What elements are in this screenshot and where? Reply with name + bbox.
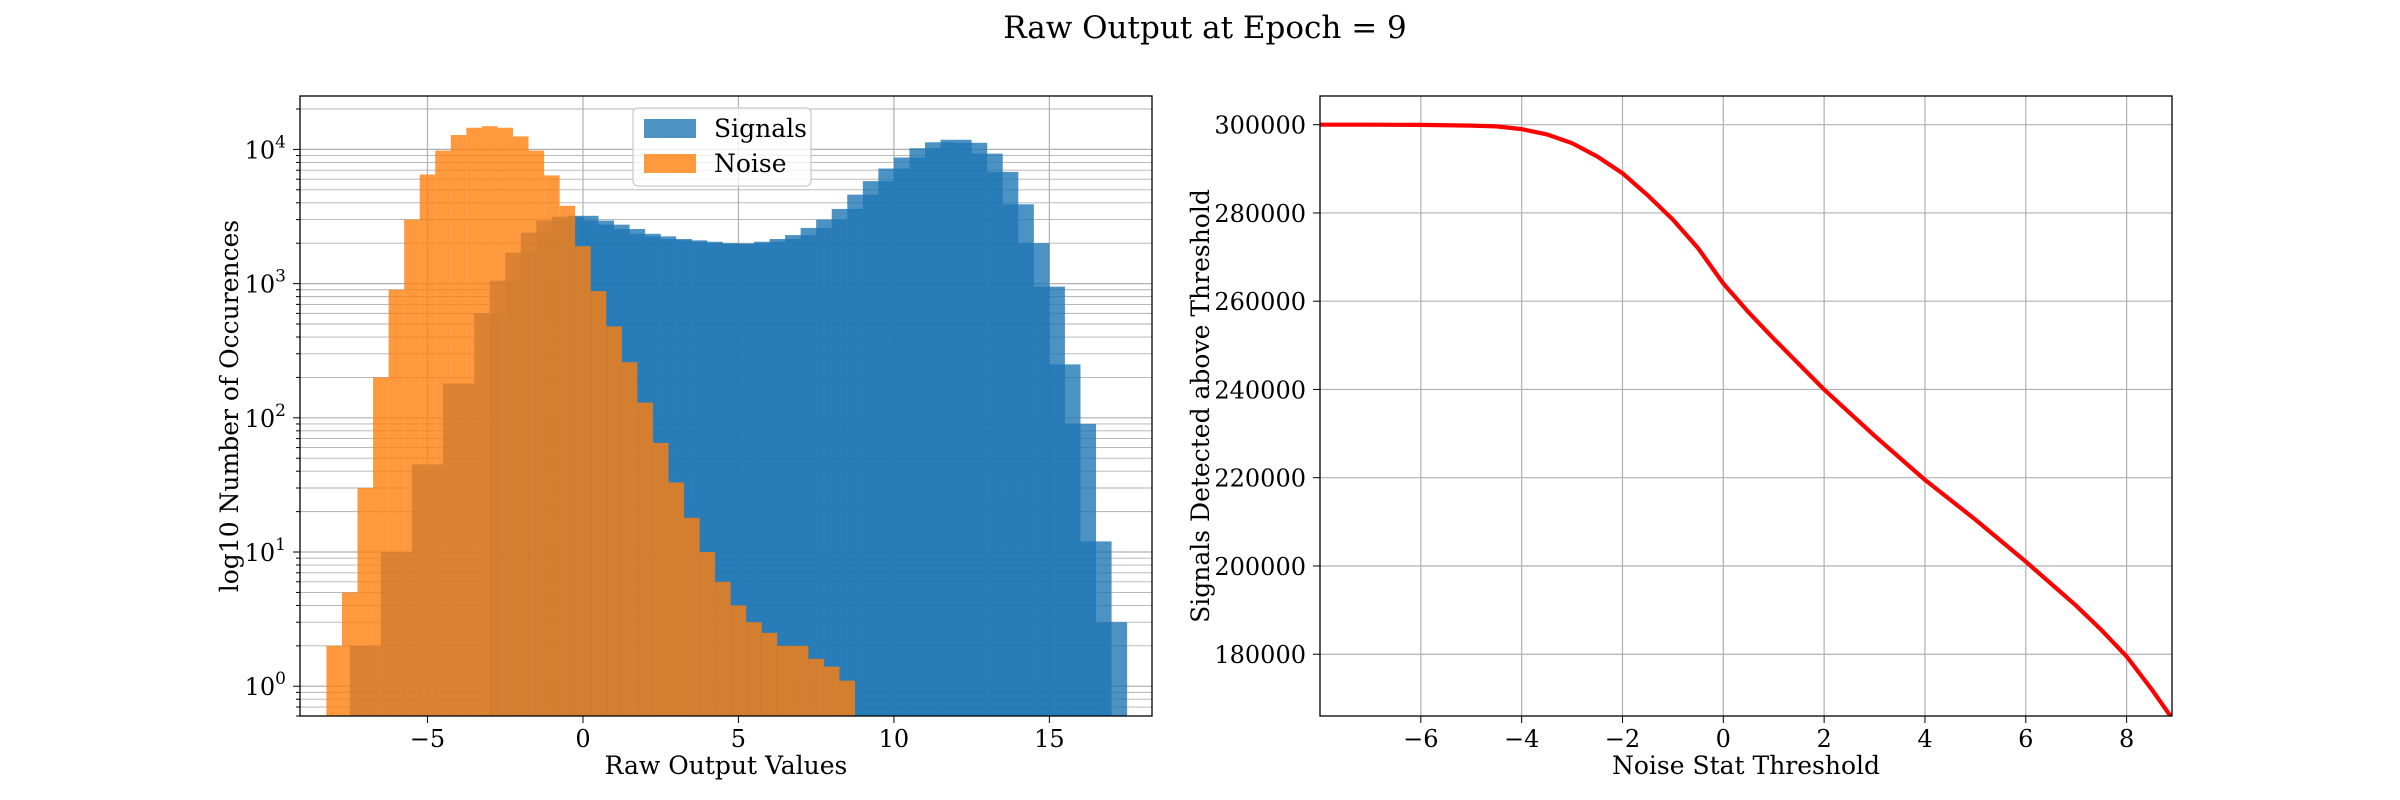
x-tick-label: −2	[1605, 725, 1640, 753]
x-tick-label: 0	[1716, 725, 1731, 753]
y-tick-label: 240000	[1214, 376, 1306, 404]
x-tick-label: −4	[1504, 725, 1539, 753]
x-tick-label: −6	[1403, 725, 1438, 753]
histogram-bar-noise	[404, 219, 420, 716]
line-chart-series	[1320, 122, 2172, 716]
histogram-bar-noise	[373, 377, 389, 716]
histogram-bar-noise	[528, 150, 545, 717]
histogram-bar-noise	[590, 291, 607, 716]
x-tick-label: 15	[1034, 725, 1065, 753]
histogram-bar-noise	[699, 552, 716, 716]
y-tick-label: 104	[245, 132, 286, 164]
histogram-bar-noise	[466, 127, 482, 716]
histogram-chart: −5 0 5 10 15 100 101 102 103 104 Raw Output Value…	[215, 95, 1153, 780]
histogram-bar-noise	[730, 605, 747, 716]
y-tick-label: 280000	[1214, 200, 1306, 228]
histogram-bar-noise	[575, 246, 591, 716]
histogram-bar-noise	[559, 205, 576, 716]
y-tick-label: 102	[245, 401, 286, 433]
histogram-bar-noise	[715, 581, 731, 716]
histogram-bar-noise	[435, 150, 451, 717]
x-tick-label: 0	[575, 725, 590, 753]
histogram-bar-noise	[668, 482, 685, 716]
line-chart-gridlines	[1320, 96, 2172, 716]
y-tick-label: 101	[245, 535, 286, 567]
figure-title: Raw Output at Epoch = 9	[1003, 10, 1407, 46]
histogram-bar-noise	[544, 175, 560, 717]
y-tick-label: 300000	[1214, 112, 1306, 140]
histogram-legend: Signals Noise	[632, 107, 812, 187]
histogram-bar-noise	[606, 326, 622, 716]
histogram-bar-noise	[761, 632, 778, 716]
legend-label-signals: Signals	[714, 114, 807, 143]
histogram-bar-noise	[450, 135, 467, 716]
histogram-bar-noise	[746, 622, 762, 716]
histogram-bar-noise	[652, 442, 669, 716]
histogram-bar-noise	[637, 402, 653, 716]
x-tick-label: 5	[731, 725, 746, 753]
legend-swatch-signals	[644, 119, 696, 138]
line-chart-ticks: −6 −4 −2 0 2 4 6 8 180000 200000 220000 240000 26000…	[1214, 112, 2134, 753]
histogram-bar-noise	[419, 174, 436, 716]
histogram-bar-noise	[388, 289, 405, 716]
histogram-bar-noise	[823, 666, 840, 716]
legend-swatch-noise	[644, 154, 696, 173]
histogram-bar-noise	[808, 658, 824, 716]
histogram-x-axis-label: Raw Output Values	[605, 751, 848, 780]
signals-detected-line	[1320, 122, 2172, 716]
histogram-bar-noise	[326, 645, 342, 716]
x-tick-label: 8	[2119, 725, 2134, 753]
y-tick-label: 200000	[1214, 553, 1306, 581]
y-tick-label: 100	[245, 669, 286, 701]
line-chart-y-axis-label: Signals Detected above Threshold	[1186, 189, 1215, 623]
histogram-bar-noise	[357, 487, 374, 716]
y-tick-label: 260000	[1214, 288, 1306, 316]
histogram-bar-noise	[621, 362, 638, 716]
threshold-line-chart: −6 −4 −2 0 2 4 6 8 180000 200000 220000 240000 26000…	[1186, 95, 2173, 780]
histogram-bar-signals	[1096, 622, 1128, 716]
x-tick-label: 10	[879, 725, 910, 753]
legend-label-noise: Noise	[714, 149, 787, 178]
histogram-ticks: −5 0 5 10 15 100 101 102 103 104	[245, 108, 1065, 753]
histogram-bar-noise	[792, 645, 809, 716]
histogram-bars	[326, 126, 1128, 717]
y-tick-label: 220000	[1214, 465, 1306, 493]
histogram-bar-noise	[481, 126, 498, 716]
histogram-bar-noise	[341, 592, 358, 716]
x-tick-label: 2	[1817, 725, 1832, 753]
histogram-bar-noise	[513, 136, 529, 717]
x-tick-label: 4	[1917, 725, 1932, 753]
histogram-axes-frame	[299, 95, 1153, 717]
histogram-bar-noise	[777, 645, 793, 716]
histogram-bar-noise	[684, 517, 700, 716]
x-tick-label: −5	[410, 725, 445, 753]
y-tick-label: 103	[245, 267, 286, 299]
y-tick-label: 180000	[1214, 641, 1306, 669]
line-chart-axes-frame	[1319, 95, 2173, 717]
histogram-y-axis-label: log10 Number of Occurences	[215, 220, 244, 593]
histogram-bar-noise	[839, 680, 856, 716]
line-chart-x-axis-label: Noise Stat Threshold	[1612, 751, 1880, 780]
histogram-bar-noise	[497, 127, 513, 716]
x-tick-label: 6	[2018, 725, 2033, 753]
